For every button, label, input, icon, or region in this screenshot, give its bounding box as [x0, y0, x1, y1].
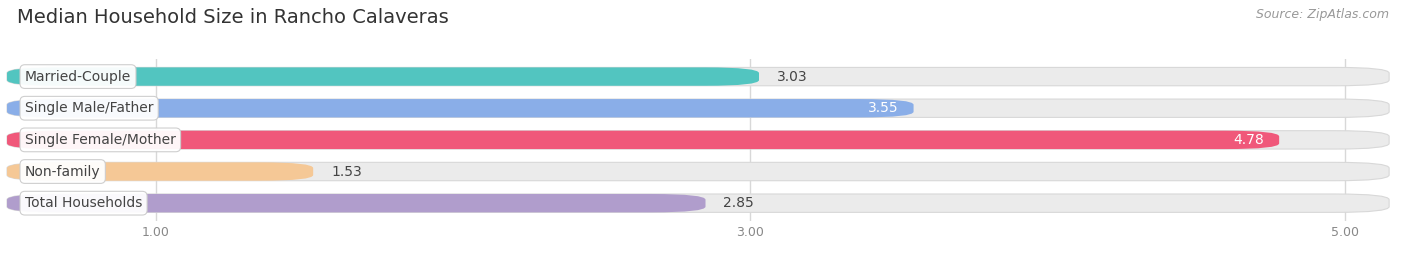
FancyBboxPatch shape	[7, 162, 314, 181]
Text: Married-Couple: Married-Couple	[25, 70, 131, 84]
FancyBboxPatch shape	[7, 99, 1389, 117]
FancyBboxPatch shape	[7, 194, 706, 212]
Text: 3.55: 3.55	[868, 101, 898, 115]
FancyBboxPatch shape	[7, 68, 759, 86]
FancyBboxPatch shape	[7, 99, 914, 117]
Text: 4.78: 4.78	[1233, 133, 1264, 147]
Text: Single Male/Father: Single Male/Father	[25, 101, 153, 115]
FancyBboxPatch shape	[7, 194, 1389, 212]
FancyBboxPatch shape	[7, 162, 1389, 181]
Text: Total Households: Total Households	[25, 196, 142, 210]
Text: Median Household Size in Rancho Calaveras: Median Household Size in Rancho Calavera…	[17, 8, 449, 27]
Text: 3.03: 3.03	[778, 70, 807, 84]
Text: 2.85: 2.85	[723, 196, 754, 210]
Text: Source: ZipAtlas.com: Source: ZipAtlas.com	[1256, 8, 1389, 21]
FancyBboxPatch shape	[7, 131, 1389, 149]
FancyBboxPatch shape	[7, 131, 1279, 149]
Text: 1.53: 1.53	[330, 165, 361, 179]
Text: Single Female/Mother: Single Female/Mother	[25, 133, 176, 147]
FancyBboxPatch shape	[7, 68, 1389, 86]
Text: Non-family: Non-family	[25, 165, 100, 179]
